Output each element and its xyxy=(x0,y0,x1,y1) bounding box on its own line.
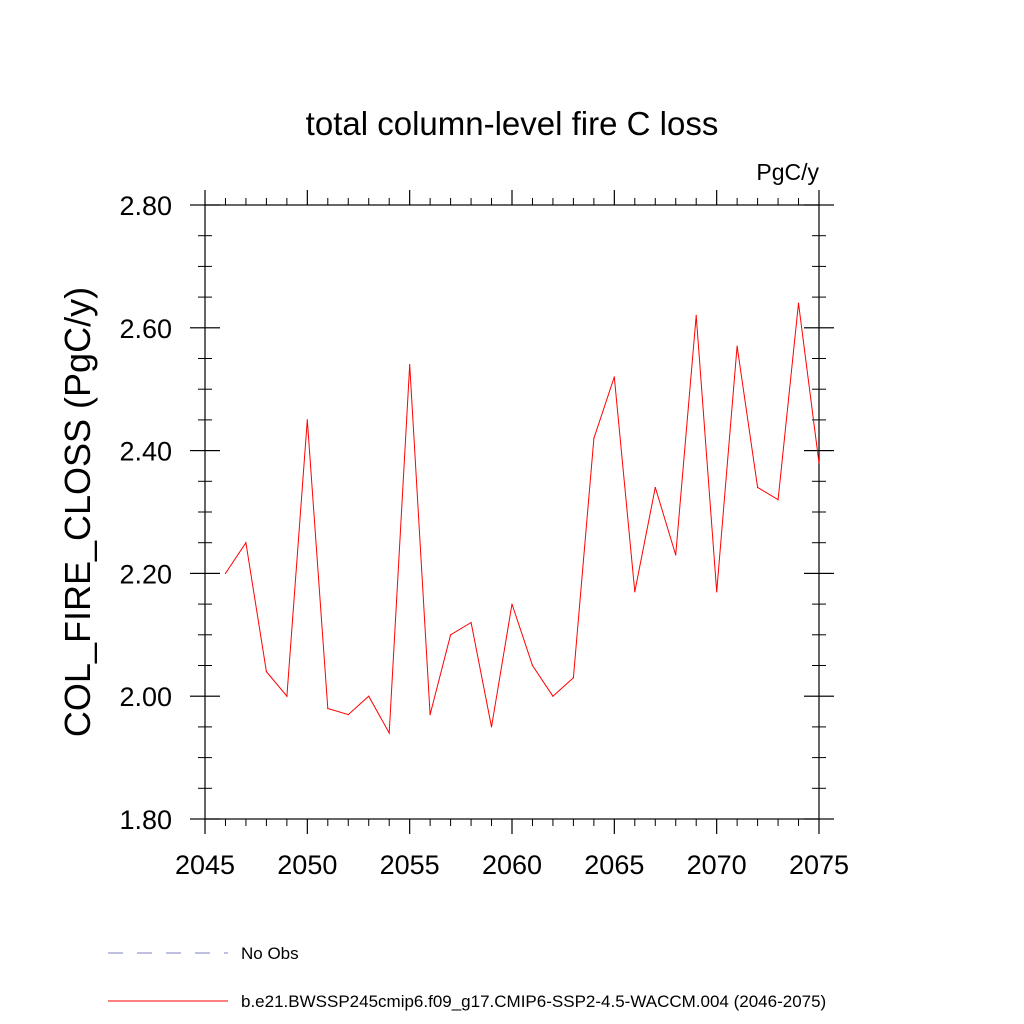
y-axis-label: COL_FIRE_CLOSS (PgC/y) xyxy=(57,287,98,737)
y-tick-label: 1.80 xyxy=(119,805,172,835)
data-point xyxy=(552,695,554,697)
data-point xyxy=(429,714,431,716)
x-axis: 2045 2050 2055 2060 2065 2070 2075 xyxy=(175,190,849,880)
data-point xyxy=(818,462,820,464)
chart-title: total column-level fire C loss xyxy=(306,105,719,142)
data-point xyxy=(675,554,677,556)
data-point xyxy=(634,591,636,593)
y-tick-label: 2.20 xyxy=(119,559,172,589)
data-point xyxy=(327,707,329,710)
data-point xyxy=(593,437,595,439)
data-point xyxy=(490,726,493,728)
series-layer xyxy=(224,302,820,735)
series-line xyxy=(225,303,820,735)
data-point xyxy=(224,572,227,575)
data-point xyxy=(777,499,779,501)
data-point xyxy=(736,345,738,347)
data-point xyxy=(654,486,656,489)
y-tick-label: 2.60 xyxy=(119,314,172,344)
data-point xyxy=(388,732,390,734)
x-tick-label: 2065 xyxy=(584,850,644,880)
data-point xyxy=(306,419,308,421)
data-point xyxy=(245,542,247,544)
y-tick-label: 2.00 xyxy=(119,682,172,712)
legend: No Obs b.e21.BWSSP245cmip6.f09_g17.CMIP6… xyxy=(108,944,826,1011)
y-tick-label: 2.40 xyxy=(119,437,172,467)
x-tick-label: 2055 xyxy=(380,850,440,880)
data-point xyxy=(797,302,800,304)
x-tick-label: 2045 xyxy=(175,850,235,880)
data-point xyxy=(716,591,718,593)
units-label: PgC/y xyxy=(756,159,819,185)
y-axis: 1.80 2.00 2.20 2.40 2.60 2.80 xyxy=(119,191,834,835)
plot-frame xyxy=(204,204,820,820)
x-tick-label: 2050 xyxy=(277,850,337,880)
data-point xyxy=(265,671,267,673)
legend-label-model: b.e21.BWSSP245cmip6.f09_g17.CMIP6-SSP2-4… xyxy=(241,992,826,1011)
y-tick-label: 2.80 xyxy=(119,191,172,221)
x-tick-label: 2075 xyxy=(789,850,849,880)
data-point xyxy=(450,634,452,636)
data-point xyxy=(286,695,288,697)
data-point xyxy=(409,364,411,366)
data-point xyxy=(613,376,615,378)
data-point xyxy=(695,314,697,317)
x-tick-label: 2060 xyxy=(482,850,542,880)
data-point xyxy=(347,714,349,716)
data-point xyxy=(470,621,472,624)
data-point xyxy=(572,677,575,679)
data-point xyxy=(531,664,534,667)
data-point xyxy=(757,486,759,489)
legend-label-no-obs: No Obs xyxy=(241,944,299,963)
x-tick-label: 2070 xyxy=(687,850,747,880)
data-point xyxy=(368,695,370,697)
data-point xyxy=(511,603,513,605)
